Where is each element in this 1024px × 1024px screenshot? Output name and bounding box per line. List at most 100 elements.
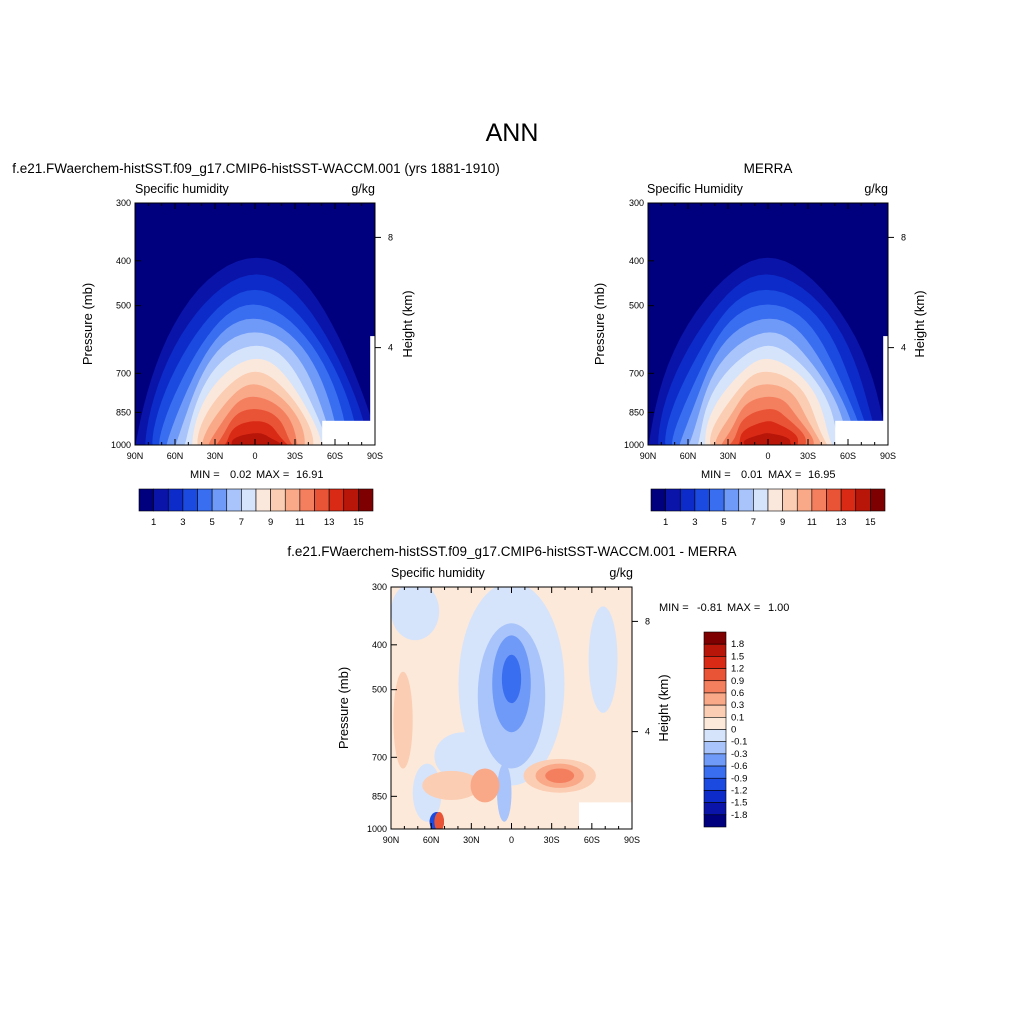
- colorbar-box: [703, 753, 727, 767]
- colorbar-box: [703, 656, 727, 669]
- colorbar-label: -1.8: [731, 810, 747, 821]
- y-tick-label: 300: [372, 582, 387, 592]
- positive-region: [393, 671, 413, 769]
- colorbar-label: -1.2: [731, 785, 747, 796]
- x-tick-label: 90S: [880, 451, 896, 461]
- panel-diff-max-label: MAX =: [727, 602, 760, 614]
- positive-region: [545, 768, 575, 784]
- y-tick-label: 500: [629, 301, 644, 311]
- colorbar-label: 3: [180, 517, 185, 528]
- panel-model: f.e21.FWaerchem-histSST.f09_g17.CMIP6-hi…: [12, 161, 499, 528]
- y-tick-label: 700: [629, 368, 644, 378]
- colorbar-label: 5: [721, 517, 726, 528]
- missing-region: [322, 420, 375, 445]
- colorbar-box: [738, 488, 754, 512]
- colorbar-box: [703, 717, 727, 730]
- colorbar-box: [211, 488, 228, 512]
- panel-merra-colorbar: 1 3 5 7 9 11 13 15: [650, 488, 886, 528]
- y-right-tick-label: 4: [645, 727, 650, 737]
- colorbar-box: [241, 488, 257, 512]
- colorbar-label: 15: [353, 517, 364, 528]
- y-tick-label: 1000: [367, 824, 387, 834]
- panel-merra-units: g/kg: [864, 182, 888, 196]
- x-tick-label: 60N: [167, 451, 184, 461]
- colorbar-label: 5: [209, 517, 214, 528]
- colorbar-box: [782, 488, 798, 512]
- colorbar-box: [767, 488, 783, 512]
- x-tick-label: 90N: [640, 451, 657, 461]
- panel-diff-min-label: MIN =: [659, 602, 689, 614]
- colorbar-box: [138, 488, 154, 512]
- colorbar-box: [703, 741, 727, 755]
- colorbar-label: 7: [239, 517, 244, 528]
- colorbar-box: [753, 488, 769, 512]
- colorbar-box: [703, 704, 727, 718]
- colorbar-box: [855, 488, 871, 512]
- positive-region: [422, 770, 481, 800]
- colorbar-label: 13: [324, 517, 335, 528]
- panel-diff-colorbar: 1.81.51.20.90.60.30.10-0.1-0.3-0.6-0.9-1…: [703, 631, 747, 828]
- colorbar-box: [703, 643, 727, 657]
- y-tick-label: 1000: [624, 440, 644, 450]
- x-tick-label: 60N: [680, 451, 697, 461]
- colorbar-label: 0.9: [731, 676, 744, 687]
- panel-model-ylabel: Pressure (mb): [80, 283, 95, 365]
- colorbar-label: 0.6: [731, 688, 744, 699]
- colorbar-label: 15: [865, 517, 876, 528]
- colorbar-box: [703, 790, 727, 803]
- panel-model-ylabel-right: Height (km): [400, 290, 415, 357]
- colorbar-label: 9: [268, 517, 273, 528]
- y-tick-label: 700: [116, 368, 131, 378]
- colorbar-box: [811, 488, 827, 512]
- missing-region: [835, 420, 888, 445]
- panel-merra-axes: 90N 60N 30N 0 30S 60S 90S 300 400 500 700 850 1000 8 4: [624, 198, 906, 461]
- colorbar-box: [694, 488, 710, 512]
- panel-diff-units: g/kg: [609, 566, 633, 580]
- x-tick-label: 90S: [624, 835, 640, 845]
- colorbar-box: [284, 488, 301, 512]
- panel-model-max: 16.91: [296, 469, 324, 481]
- colorbar-label: 1: [663, 517, 668, 528]
- x-tick-label: 0: [509, 835, 514, 845]
- colorbar-label: 1: [151, 517, 156, 528]
- y-right-tick-label: 8: [645, 616, 650, 626]
- negative-region: [434, 732, 493, 781]
- x-tick-label: 30S: [287, 451, 303, 461]
- negative-region: [501, 654, 522, 704]
- colorbar-box: [840, 488, 857, 512]
- x-tick-label: 0: [252, 451, 257, 461]
- colorbar-box: [703, 777, 727, 791]
- colorbar-box: [703, 692, 727, 706]
- colorbar-box: [709, 488, 725, 512]
- missing-region: [578, 802, 632, 829]
- panel-diff-min: -0.81: [697, 602, 722, 614]
- x-tick-label: 90N: [127, 451, 144, 461]
- figure-title: ANN: [486, 119, 539, 147]
- panel-diff-max: 1.00: [768, 602, 789, 614]
- negative-region: [497, 763, 512, 822]
- x-tick-label: 30S: [544, 835, 560, 845]
- colorbar-box: [703, 729, 727, 742]
- colorbar-box: [255, 488, 271, 512]
- colorbar-box: [167, 488, 184, 512]
- colorbar-label: 3: [692, 517, 697, 528]
- colorbar-label: 11: [807, 517, 817, 528]
- colorbar-box: [182, 488, 198, 512]
- y-tick-label: 300: [116, 198, 131, 208]
- colorbar-box: [328, 488, 345, 512]
- colorbar-box: [665, 488, 681, 512]
- panel-diff-axes: 90N 60N 30N 0 30S 60S 90S 300 400 500 700 850 1000 8 4: [367, 582, 650, 845]
- colorbar-box: [270, 488, 286, 512]
- panel-diff-ylabel: Pressure (mb): [336, 667, 351, 749]
- x-tick-label: 90S: [367, 451, 383, 461]
- colorbar-label: 0.1: [731, 712, 744, 723]
- colorbar-label: -0.9: [731, 773, 747, 784]
- x-tick-label: 30N: [720, 451, 737, 461]
- panel-merra-min: 0.01: [741, 469, 762, 481]
- x-tick-label: 30N: [207, 451, 224, 461]
- y-right-tick-label: 4: [901, 343, 906, 353]
- colorbar-box: [226, 488, 242, 512]
- colorbar-label: 1.8: [731, 639, 744, 650]
- panel-merra-ylabel-right: Height (km): [912, 290, 927, 357]
